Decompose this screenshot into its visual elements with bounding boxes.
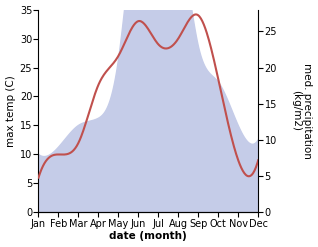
X-axis label: date (month): date (month) (109, 231, 187, 242)
Y-axis label: max temp (C): max temp (C) (5, 75, 16, 147)
Y-axis label: med. precipitation
(kg/m2): med. precipitation (kg/m2) (291, 63, 313, 159)
